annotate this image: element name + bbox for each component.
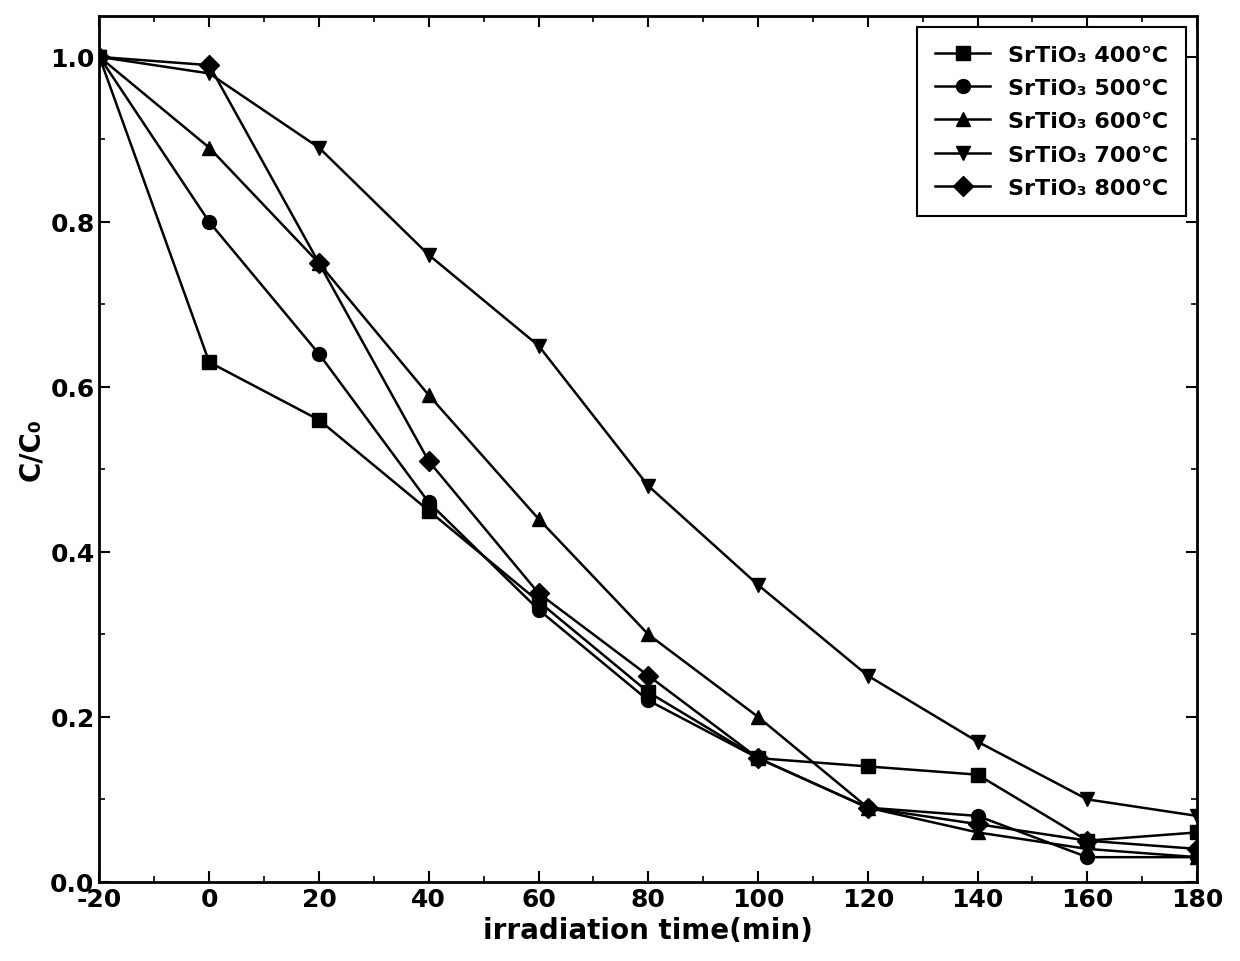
SrTiO₃ 600℃ — [1189, 851, 1204, 863]
SrTiO₃ 600℃ — [861, 802, 875, 814]
SrTiO₃ 600℃ — [202, 143, 217, 155]
SrTiO₃ 600℃ — [92, 52, 107, 63]
SrTiO₃ 700℃ — [641, 480, 656, 492]
SrTiO₃ 500℃ — [750, 752, 765, 764]
SrTiO₃ 700℃ — [92, 52, 107, 63]
Line: SrTiO₃ 500℃: SrTiO₃ 500℃ — [93, 51, 1204, 864]
SrTiO₃ 700℃ — [970, 736, 985, 748]
SrTiO₃ 500℃ — [92, 52, 107, 63]
SrTiO₃ 800℃ — [202, 61, 217, 72]
SrTiO₃ 400℃ — [92, 52, 107, 63]
SrTiO₃ 700℃ — [202, 68, 217, 80]
SrTiO₃ 600℃ — [531, 513, 546, 525]
SrTiO₃ 700℃ — [311, 143, 326, 155]
SrTiO₃ 800℃ — [861, 802, 875, 814]
SrTiO₃ 800℃ — [970, 819, 985, 830]
SrTiO₃ 400℃ — [970, 769, 985, 780]
SrTiO₃ 500℃ — [641, 695, 656, 706]
SrTiO₃ 700℃ — [861, 670, 875, 681]
SrTiO₃ 800℃ — [641, 670, 656, 681]
SrTiO₃ 400℃ — [861, 761, 875, 773]
SrTiO₃ 700℃ — [750, 579, 765, 591]
SrTiO₃ 800℃ — [92, 52, 107, 63]
SrTiO₃ 800℃ — [531, 588, 546, 600]
SrTiO₃ 800℃ — [422, 456, 436, 467]
SrTiO₃ 500℃ — [531, 604, 546, 616]
Line: SrTiO₃ 700℃: SrTiO₃ 700℃ — [93, 51, 1204, 823]
SrTiO₃ 500℃ — [970, 810, 985, 822]
SrTiO₃ 400℃ — [1080, 835, 1095, 847]
Line: SrTiO₃ 400℃: SrTiO₃ 400℃ — [93, 51, 1204, 848]
SrTiO₃ 400℃ — [1189, 826, 1204, 838]
Line: SrTiO₃ 800℃: SrTiO₃ 800℃ — [93, 51, 1204, 856]
Legend: SrTiO₃ 400℃, SrTiO₃ 500℃, SrTiO₃ 600℃, SrTiO₃ 700℃, SrTiO₃ 800℃: SrTiO₃ 400℃, SrTiO₃ 500℃, SrTiO₃ 600℃, S… — [918, 28, 1185, 216]
SrTiO₃ 500℃ — [202, 217, 217, 229]
Line: SrTiO₃ 600℃: SrTiO₃ 600℃ — [93, 51, 1204, 864]
SrTiO₃ 500℃ — [861, 802, 875, 814]
Y-axis label: C/C₀: C/C₀ — [16, 418, 45, 480]
SrTiO₃ 500℃ — [1189, 851, 1204, 863]
SrTiO₃ 800℃ — [750, 752, 765, 764]
SrTiO₃ 700℃ — [1189, 810, 1204, 822]
SrTiO₃ 600℃ — [750, 711, 765, 723]
SrTiO₃ 600℃ — [641, 629, 656, 641]
SrTiO₃ 400℃ — [422, 505, 436, 517]
SrTiO₃ 500℃ — [1080, 851, 1095, 863]
SrTiO₃ 700℃ — [422, 250, 436, 261]
SrTiO₃ 400℃ — [531, 596, 546, 607]
SrTiO₃ 400℃ — [202, 357, 217, 369]
SrTiO₃ 600℃ — [970, 826, 985, 838]
SrTiO₃ 800℃ — [1189, 843, 1204, 854]
SrTiO₃ 800℃ — [311, 259, 326, 270]
SrTiO₃ 400℃ — [641, 687, 656, 699]
SrTiO₃ 500℃ — [422, 497, 436, 508]
SrTiO₃ 500℃ — [311, 349, 326, 360]
SrTiO₃ 700℃ — [531, 340, 546, 352]
SrTiO₃ 600℃ — [422, 390, 436, 402]
SrTiO₃ 600℃ — [1080, 843, 1095, 854]
SrTiO₃ 400℃ — [311, 415, 326, 427]
SrTiO₃ 700℃ — [1080, 794, 1095, 805]
X-axis label: irradiation time(min): irradiation time(min) — [484, 917, 813, 945]
SrTiO₃ 800℃ — [1080, 835, 1095, 847]
SrTiO₃ 600℃ — [311, 259, 326, 270]
SrTiO₃ 400℃ — [750, 752, 765, 764]
